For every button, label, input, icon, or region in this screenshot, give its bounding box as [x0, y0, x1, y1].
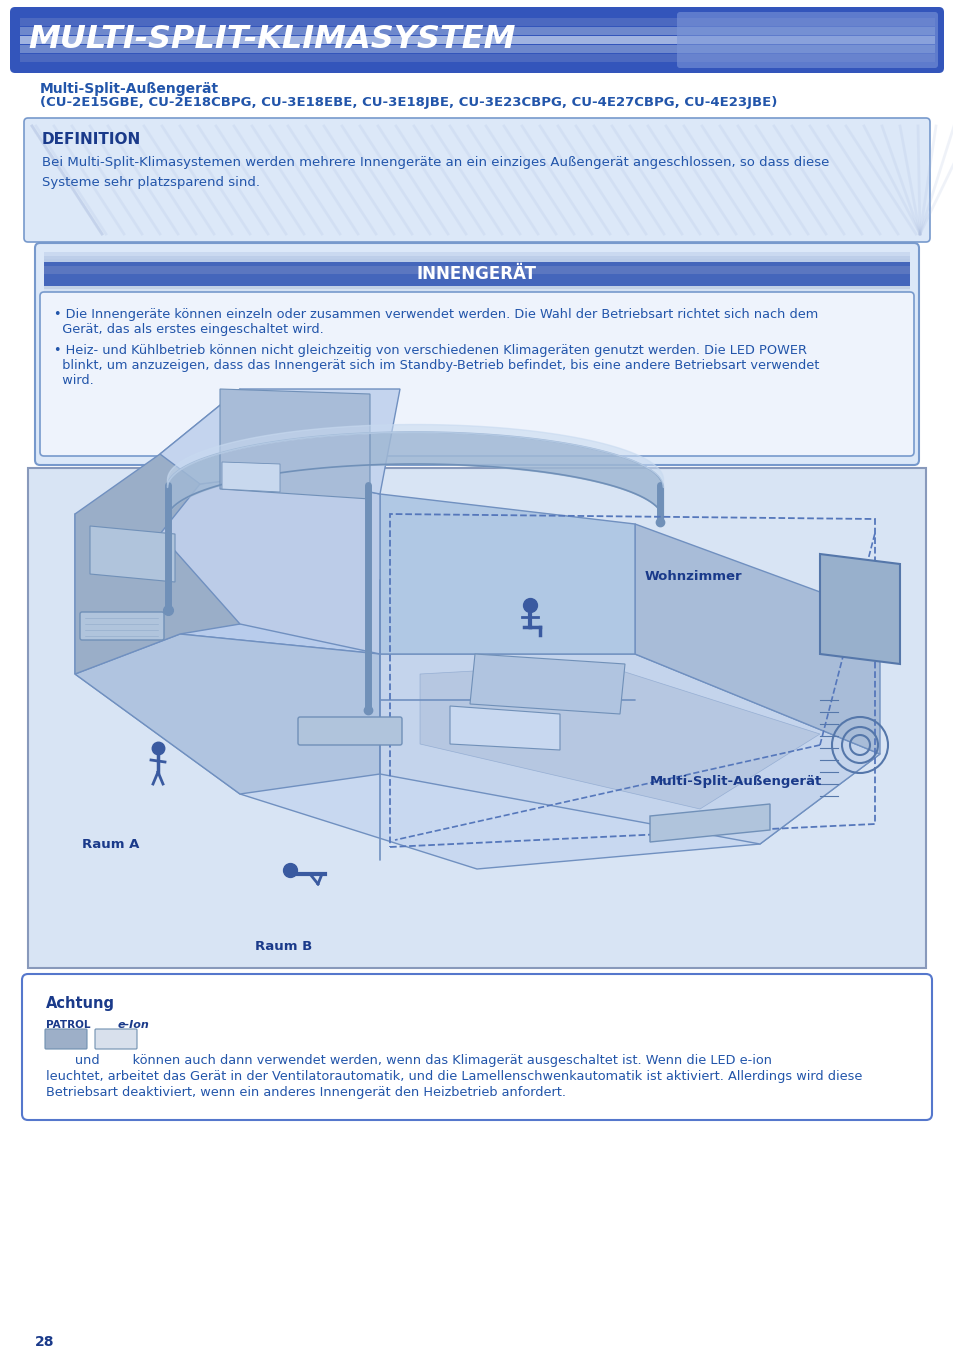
- Polygon shape: [180, 483, 379, 654]
- Polygon shape: [160, 389, 399, 494]
- Polygon shape: [450, 705, 559, 750]
- Bar: [44, 252, 909, 256]
- FancyBboxPatch shape: [80, 612, 164, 640]
- Polygon shape: [820, 554, 899, 663]
- Polygon shape: [75, 634, 379, 793]
- Text: e-Ion: e-Ion: [118, 1020, 150, 1030]
- FancyBboxPatch shape: [22, 974, 931, 1120]
- Text: Raum A: Raum A: [82, 838, 139, 852]
- Text: Multi-Split-Außengerät: Multi-Split-Außengerät: [40, 83, 219, 96]
- Text: DEFINITION: DEFINITION: [42, 131, 141, 148]
- Bar: [44, 286, 909, 288]
- Bar: [20, 54, 934, 62]
- Bar: [28, 468, 925, 968]
- FancyBboxPatch shape: [24, 118, 929, 242]
- Text: Raum B: Raum B: [254, 940, 312, 953]
- Text: INNENGERÄT: INNENGERÄT: [416, 265, 537, 283]
- Text: (CU-2E15GBE, CU-2E18CBPG, CU-3E18EBE, CU-3E18JBE, CU-3E23CBPG, CU-4E27CBPG, CU-4: (CU-2E15GBE, CU-2E18CBPG, CU-3E18EBE, CU…: [40, 96, 777, 110]
- Polygon shape: [75, 483, 180, 674]
- Text: Achtung: Achtung: [46, 997, 115, 1011]
- Text: Gerät, das als erstes eingeschaltet wird.: Gerät, das als erstes eingeschaltet wird…: [54, 324, 323, 336]
- Text: leuchtet, arbeitet das Gerät in der Ventilatorautomatik, und die Lamellenschwenk: leuchtet, arbeitet das Gerät in der Vent…: [46, 1070, 862, 1083]
- Polygon shape: [222, 462, 280, 492]
- FancyBboxPatch shape: [297, 718, 401, 745]
- Text: Bei Multi-Split-Klimasystemen werden mehrere Innengeräte an ein einziges Außenge: Bei Multi-Split-Klimasystemen werden meh…: [42, 156, 828, 169]
- Polygon shape: [635, 524, 879, 754]
- Text: MULTI-SPLIT-KLIMASYSTEM: MULTI-SPLIT-KLIMASYSTEM: [28, 24, 515, 56]
- Text: PATROL: PATROL: [46, 1020, 91, 1030]
- Bar: [44, 263, 909, 286]
- Text: • Die Innengeräte können einzeln oder zusammen verwendet werden. Die Wahl der Be: • Die Innengeräte können einzeln oder zu…: [54, 307, 818, 321]
- Bar: [20, 27, 934, 35]
- Text: blinkt, um anzuzeigen, dass das Innengerät sich im Standby-Betrieb befindet, bis: blinkt, um anzuzeigen, dass das Innenger…: [54, 359, 819, 372]
- Text: Betriebsart deaktiviert, wenn ein anderes Innengerät den Heizbetrieb anfordert.: Betriebsart deaktiviert, wenn ein andere…: [46, 1086, 565, 1099]
- Bar: [44, 265, 909, 274]
- Polygon shape: [90, 525, 174, 582]
- FancyBboxPatch shape: [10, 7, 943, 73]
- Bar: [20, 37, 934, 43]
- Bar: [44, 256, 909, 259]
- Polygon shape: [160, 474, 379, 654]
- Bar: [20, 45, 934, 53]
- Polygon shape: [470, 654, 624, 714]
- Polygon shape: [379, 654, 879, 844]
- Text: • Heiz- und Kühlbetrieb können nicht gleichzeitig von verschiedenen Klimageräten: • Heiz- und Kühlbetrieb können nicht gle…: [54, 344, 806, 357]
- Polygon shape: [75, 389, 240, 674]
- Text: Systeme sehr platzsparend sind.: Systeme sehr platzsparend sind.: [42, 176, 260, 190]
- FancyBboxPatch shape: [45, 1029, 87, 1049]
- FancyBboxPatch shape: [95, 1029, 137, 1049]
- FancyBboxPatch shape: [677, 12, 937, 68]
- Polygon shape: [419, 663, 820, 808]
- Polygon shape: [379, 494, 635, 654]
- Text: wird.: wird.: [54, 374, 93, 387]
- Polygon shape: [220, 389, 370, 500]
- FancyBboxPatch shape: [35, 242, 918, 464]
- Text: und        können auch dann verwendet werden, wenn das Klimagerät ausgeschaltet : und können auch dann verwendet werden, w…: [46, 1053, 771, 1067]
- FancyBboxPatch shape: [40, 292, 913, 456]
- Bar: [20, 18, 934, 26]
- Polygon shape: [75, 624, 879, 869]
- Bar: [44, 292, 909, 295]
- Text: 28: 28: [35, 1335, 54, 1349]
- Text: Multi-Split-Außengerät: Multi-Split-Außengerät: [649, 774, 821, 788]
- Text: Wohnzimmer: Wohnzimmer: [644, 570, 741, 584]
- Bar: [44, 288, 909, 292]
- Bar: [44, 259, 909, 263]
- Polygon shape: [649, 804, 769, 842]
